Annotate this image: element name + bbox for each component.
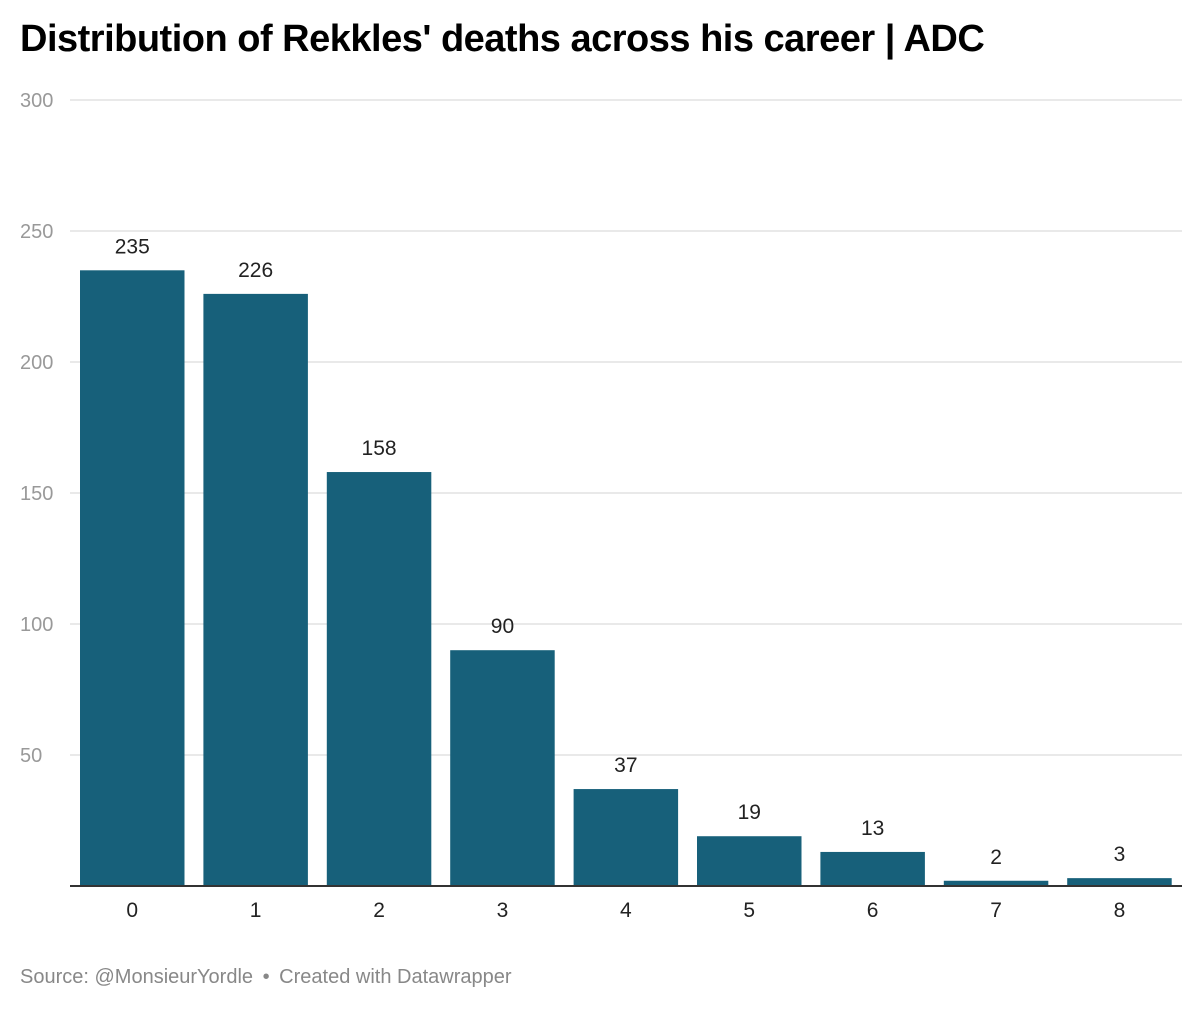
x-tick-label: 1 bbox=[250, 899, 262, 922]
value-label: 13 bbox=[861, 817, 884, 840]
y-tick-label: 150 bbox=[20, 483, 53, 505]
x-tick-label: 2 bbox=[373, 899, 385, 922]
footer: Source: @MonsieurYordle • Created with D… bbox=[20, 966, 512, 989]
bar-5 bbox=[697, 836, 802, 886]
x-tick-label: 0 bbox=[126, 899, 138, 922]
datawrapper-credit: Created with Datawrapper bbox=[279, 966, 512, 988]
bar-4 bbox=[573, 789, 679, 886]
value-label: 158 bbox=[362, 437, 397, 460]
value-label: 2 bbox=[990, 846, 1002, 869]
y-tick-label: 250 bbox=[20, 221, 53, 243]
bar-1 bbox=[203, 293, 308, 886]
y-tick-label: 100 bbox=[20, 614, 53, 636]
bar-7 bbox=[943, 880, 1049, 886]
x-tick-label: 5 bbox=[743, 899, 755, 922]
bar-2 bbox=[326, 472, 432, 886]
value-label: 19 bbox=[738, 801, 761, 824]
value-label: 90 bbox=[491, 615, 514, 638]
value-label: 37 bbox=[614, 754, 637, 777]
y-tick-label: 50 bbox=[20, 745, 42, 767]
y-tick-label: 200 bbox=[20, 352, 53, 374]
bar-0 bbox=[80, 270, 185, 886]
y-axis-ticks: 50 100 150 200 250 300 bbox=[20, 90, 53, 767]
source-credit: Source: @MonsieurYordle bbox=[20, 966, 254, 988]
value-label: 226 bbox=[238, 259, 273, 282]
value-label: 235 bbox=[115, 235, 150, 258]
y-tick-label: 300 bbox=[20, 90, 53, 112]
bar-8 bbox=[1067, 878, 1172, 886]
bar-3 bbox=[450, 650, 555, 886]
value-labels: 235 226 158 90 37 19 13 2 3 bbox=[115, 235, 1126, 868]
value-label: 3 bbox=[1114, 843, 1126, 866]
x-axis-ticks: 0 1 2 3 4 5 6 7 8 bbox=[126, 899, 1125, 922]
bar-6 bbox=[820, 851, 925, 886]
footer-separator: • bbox=[262, 966, 270, 988]
chart-title: Distribution of Rekkles' deaths across h… bbox=[20, 18, 985, 60]
x-tick-label: 8 bbox=[1114, 899, 1126, 922]
x-tick-label: 4 bbox=[620, 899, 632, 922]
x-tick-label: 7 bbox=[990, 899, 1002, 922]
x-tick-label: 6 bbox=[867, 899, 879, 922]
bars bbox=[80, 270, 1172, 886]
x-tick-label: 3 bbox=[497, 899, 509, 922]
